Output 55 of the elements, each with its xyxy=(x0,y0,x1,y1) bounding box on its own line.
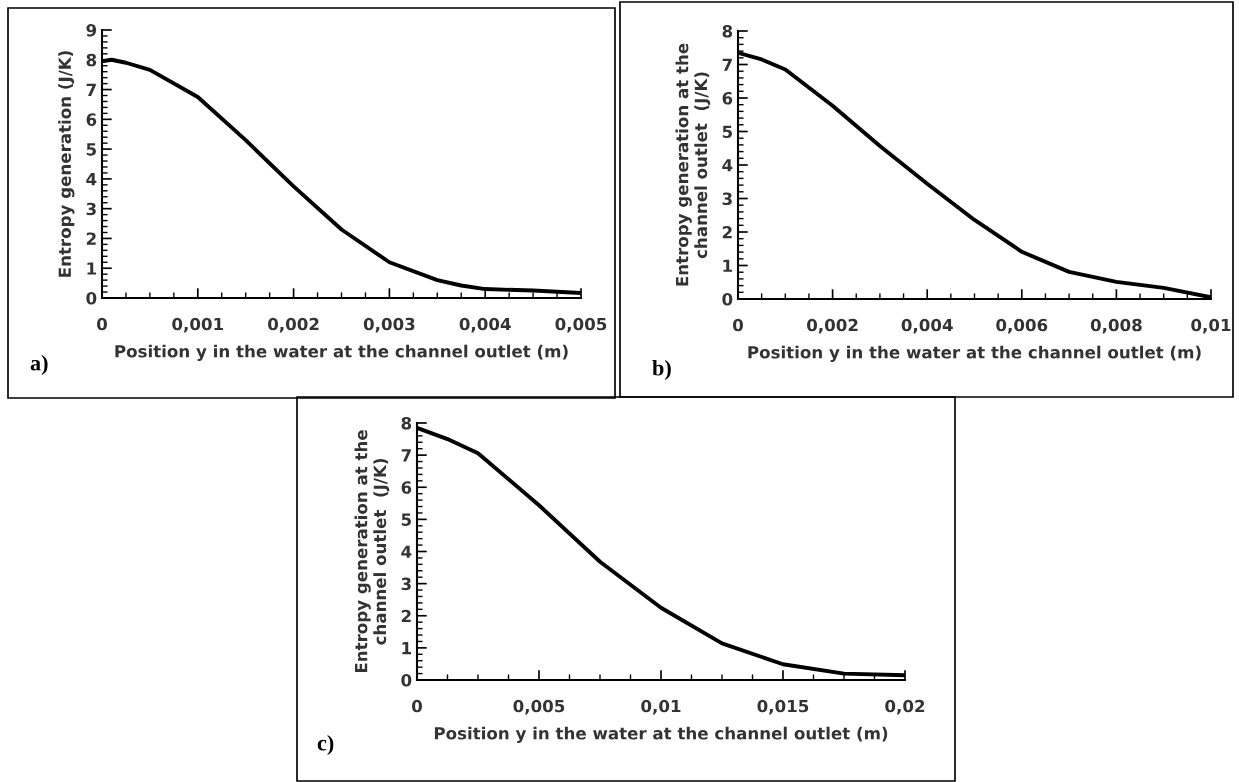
x-axis-title: Position y in the water at the channel outlet (m) xyxy=(434,726,888,743)
x-tick-label: 0 xyxy=(97,317,107,331)
x-tick-label: 0,002 xyxy=(268,317,319,333)
y-tick-label: 5 xyxy=(86,143,96,156)
x-axis-title: Position y in the water at the channel outlet (m) xyxy=(115,344,568,361)
x-axis-title: Position y in the water at the channel outlet (m) xyxy=(748,345,1201,362)
y-tick-label: 8 xyxy=(401,416,412,430)
y-tick-label: 1 xyxy=(87,262,96,275)
x-tick-label: 0,01 xyxy=(1191,318,1231,334)
x-tick-label: 0,001 xyxy=(172,317,224,333)
y-tick-label: 7 xyxy=(401,449,411,462)
y-tick-label: 0 xyxy=(401,673,412,687)
x-tick-label: 0,01 xyxy=(641,699,681,715)
y-tick-label: 4 xyxy=(401,545,412,558)
y-axis-title: Entropy generation at the channel outlet (J/K) xyxy=(675,43,711,286)
y-axis-title: Entropy generation at the channel outlet (J/K) xyxy=(354,430,390,673)
x-tick-label: 0,005 xyxy=(513,699,565,715)
text: c) xyxy=(317,734,334,756)
y-tick-label: 6 xyxy=(401,481,412,494)
y-tick-label: 5 xyxy=(722,125,732,139)
y-tick-label: 4 xyxy=(86,173,97,186)
x-tick-label: 0,004 xyxy=(459,317,511,333)
line-series xyxy=(417,425,905,678)
y-tick-label: 3 xyxy=(401,577,411,591)
y-tick-label: 3 xyxy=(722,192,732,206)
y-tick-label: 4 xyxy=(722,159,733,172)
x-tick-label: 0,02 xyxy=(885,699,925,715)
x-tick-label: 0 xyxy=(412,699,422,713)
x-tick-label: 0,006 xyxy=(996,318,1048,334)
y-tick-label: 1 xyxy=(723,259,732,272)
y-tick-label: 3 xyxy=(86,202,96,216)
y-tick-label: 7 xyxy=(86,83,96,96)
y-tick-label: 0 xyxy=(722,292,733,306)
y-tick-label: 2 xyxy=(401,609,411,623)
x-tick-label: 0 xyxy=(733,318,743,332)
y-tick-label: 2 xyxy=(86,232,96,245)
y-tick-label: 6 xyxy=(722,91,733,105)
y-tick-label: 1 xyxy=(402,642,411,655)
y-tick-label: 5 xyxy=(401,513,411,526)
x-tick-label: 0,003 xyxy=(363,317,415,333)
y-tick-label: 8 xyxy=(722,24,733,38)
text: a) xyxy=(30,354,48,376)
x-tick-label: 0,008 xyxy=(1090,318,1142,334)
y-tick-label: 2 xyxy=(722,225,732,239)
y-tick-label: 7 xyxy=(722,58,732,71)
x-tick-label: 0,002 xyxy=(807,318,858,334)
text: b) xyxy=(652,359,671,381)
x-tick-label: 0,015 xyxy=(757,699,809,715)
x-tick-label: 0,005 xyxy=(555,317,607,333)
y-tick-label: 0 xyxy=(86,291,97,305)
y-tick-label: 6 xyxy=(86,113,97,126)
y-axis-title: Entropy generation (J/K) xyxy=(58,51,75,277)
y-tick-label: 8 xyxy=(86,53,97,67)
y-tick-label: 9 xyxy=(86,23,97,37)
x-tick-label: 0,004 xyxy=(901,318,953,334)
